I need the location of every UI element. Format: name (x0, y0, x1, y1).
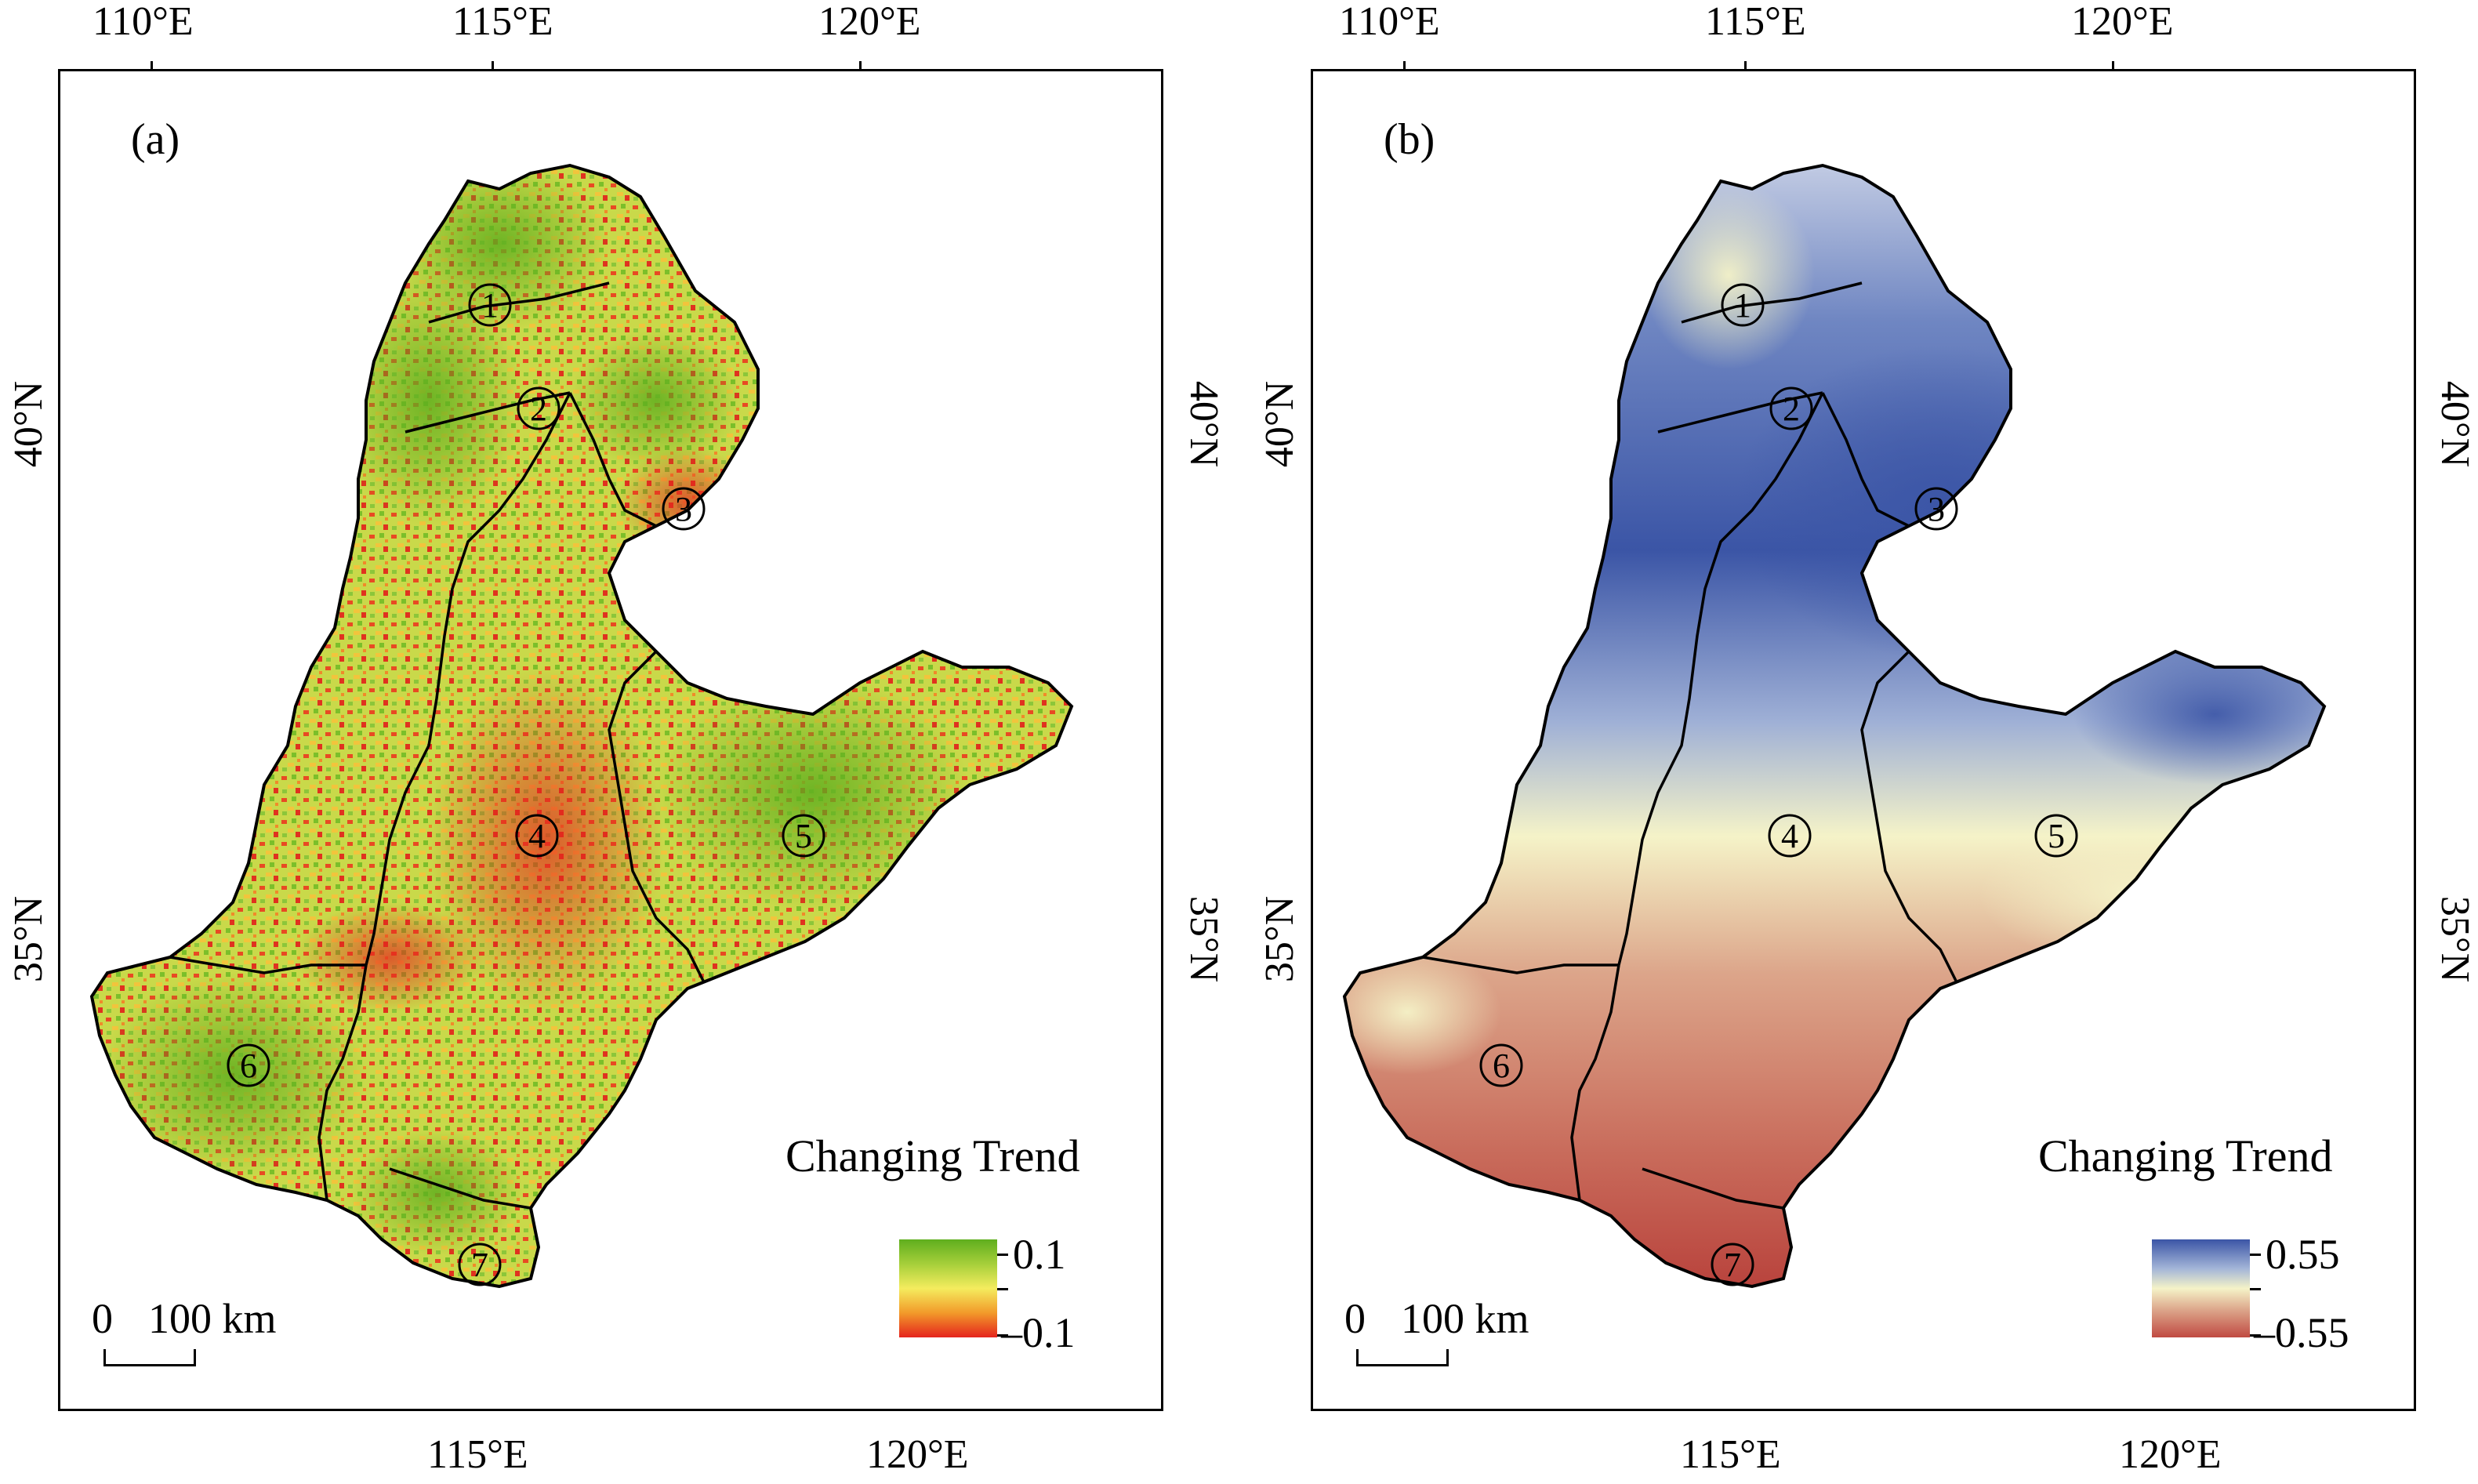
lat-label-40N-b: 40°N (1257, 380, 1303, 468)
tick-a-110 (151, 61, 153, 69)
lat-label-35N-right: 35°N (1181, 895, 1227, 983)
legend-b-mid-tick (2250, 1288, 2261, 1290)
region-1-marker-b (1721, 283, 1765, 327)
lon-label-115E: 115°E (452, 0, 553, 44)
region-1-label: 1 (481, 286, 499, 325)
region-6-label-b: 6 (1493, 1047, 1510, 1085)
legend-b-min-label: –0.55 (2254, 1309, 2349, 1356)
region-5-marker (782, 814, 825, 858)
region-2-label: 2 (530, 390, 547, 428)
region-7-marker (458, 1243, 502, 1286)
tick-b-115 (1744, 61, 1747, 69)
map-b-svg: 1 2 3 4 5 6 7 (1342, 163, 2327, 1289)
legend-a-max-tick (997, 1254, 1008, 1256)
legend-a-min-tick (997, 1334, 1008, 1337)
legend-b-color-bar (2152, 1239, 2250, 1337)
lon-label-115E-bottom: 115°E (427, 1432, 528, 1477)
lon-label-115E-b: 115°E (1705, 0, 1806, 44)
region-3-label-b: 3 (1928, 490, 1945, 528)
region-4-label-b: 4 (1781, 817, 1798, 855)
study-area-outline-a (89, 163, 1074, 1289)
tick-b-120 (2112, 61, 2114, 69)
subregion-boundaries-a (169, 281, 705, 1210)
region-4-marker-b (1768, 814, 1812, 858)
map-panel-b: 1 2 3 4 5 6 7 (b) Changing Trend 0.55 –0… (1311, 69, 2416, 1411)
map-panel-a: 1 2 3 4 5 6 7 (a) Changing Trend 0.1 –0.… (58, 69, 1163, 1411)
tick-b-110 (1403, 61, 1406, 69)
region-6-marker (227, 1043, 270, 1087)
map-a-svg: 1 2 3 4 5 6 7 (89, 163, 1074, 1289)
tick-a-115 (492, 61, 494, 69)
region-3-label: 3 (675, 490, 692, 528)
region-labels-b: 1 2 3 4 5 6 7 (1479, 283, 2078, 1286)
region-2-label-b: 2 (1783, 390, 1800, 428)
scale-b-zero: 0 (1344, 1295, 1366, 1342)
region-5-label-b: 5 (2048, 817, 2065, 855)
subregion-boundaries-b (1422, 281, 1957, 1210)
region-5-label: 5 (795, 817, 812, 855)
lon-label-115E-bottom-b: 115°E (1680, 1432, 1781, 1477)
region-6-marker-b (1479, 1043, 1523, 1087)
legend-b-max-label: 0.55 (2266, 1231, 2340, 1278)
scale-b-distance: 100 km (1401, 1295, 1529, 1342)
region-1-label-b: 1 (1734, 286, 1751, 325)
lon-label-120E: 120°E (818, 0, 921, 44)
lon-label-120E-b: 120°E (2071, 0, 2174, 44)
panel-b-letter: (b) (1384, 115, 1435, 164)
study-area-outline-b (1342, 163, 2327, 1289)
scale-a-bar (103, 1349, 196, 1366)
region-3-marker (662, 487, 706, 531)
lat-label-40N-right: 40°N (1181, 380, 1227, 468)
region-7-label: 7 (471, 1246, 488, 1284)
scale-b-bar (1356, 1349, 1449, 1366)
region-7-marker-b (1711, 1243, 1754, 1286)
lat-label-40N: 40°N (6, 380, 52, 468)
lon-label-110E: 110°E (93, 0, 194, 44)
lon-label-120E-bottom: 120°E (866, 1432, 969, 1477)
region-3-marker-b (1914, 487, 1958, 531)
region-labels-a: 1 2 3 4 5 6 7 (227, 283, 825, 1286)
lat-label-35N-right-b: 35°N (2433, 895, 2478, 983)
lat-label-40N-right-b: 40°N (2433, 380, 2478, 468)
lon-label-110E-b: 110°E (1339, 0, 1440, 44)
lat-label-35N-b: 35°N (1257, 895, 1303, 983)
region-4-label: 4 (528, 817, 546, 855)
panel-a-letter: (a) (131, 115, 180, 164)
legend-a-title: Changing Trend (785, 1130, 1080, 1181)
legend-b-min-tick (2250, 1334, 2261, 1337)
legend-a-min-label: –0.1 (1001, 1309, 1076, 1356)
region-2-marker-b (1769, 386, 1813, 430)
region-2-marker (517, 386, 561, 430)
lat-label-35N: 35°N (6, 895, 52, 983)
tick-a-120 (859, 61, 862, 69)
legend-a-color-bar (899, 1239, 997, 1337)
legend-a-max-label: 0.1 (1013, 1231, 1066, 1278)
legend-b-max-tick (2250, 1254, 2261, 1256)
region-4-marker (515, 814, 559, 858)
scale-a-distance: 100 km (148, 1295, 277, 1342)
region-5-marker-b (2034, 814, 2078, 858)
lon-label-120E-bottom-b: 120°E (2119, 1432, 2222, 1477)
region-7-label-b: 7 (1724, 1246, 1741, 1284)
scale-a-zero: 0 (92, 1295, 113, 1342)
region-1-marker (468, 283, 512, 327)
legend-a-mid-tick (997, 1288, 1008, 1290)
region-6-label: 6 (240, 1047, 257, 1085)
legend-b-title: Changing Trend (2038, 1130, 2333, 1181)
